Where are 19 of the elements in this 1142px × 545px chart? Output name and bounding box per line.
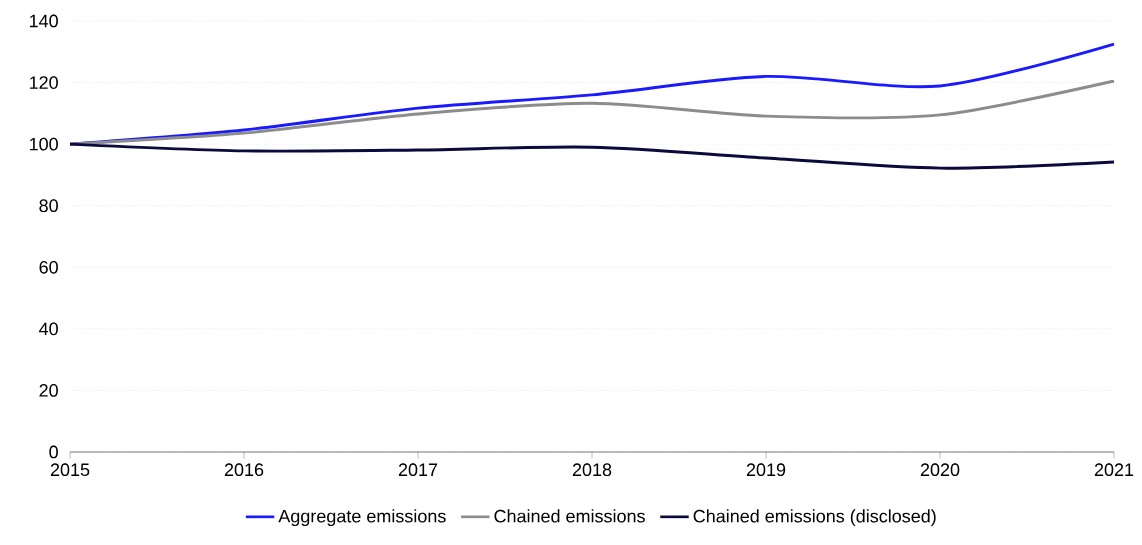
y-tick-label: 120 [29,76,58,89]
y-tick-label: 100 [29,137,58,151]
x-tick-label: 2020 [920,463,960,477]
x-tick-label: 2018 [572,463,612,477]
y-tick-label: 80 [39,199,58,213]
x-tick-label: 2017 [398,463,438,477]
x-tick-label: 2019 [746,463,786,477]
legend-label: Chained emissions [494,509,645,523]
y-tick-label: 140 [29,14,58,28]
x-tick-label: 2015 [50,463,90,477]
y-tick-label: 40 [39,322,58,336]
legend-label: Aggregate emissions [278,509,446,527]
y-tick-label: 20 [39,384,58,397]
y-tick-label: 60 [39,260,58,274]
x-tick-label: 2016 [224,463,264,477]
legend-label: Chained emissions (disclosed) [693,509,936,527]
y-tick-label: 0 [49,445,58,459]
line-series [68,142,1116,170]
x-tick-label: 2021 [1094,463,1134,477]
